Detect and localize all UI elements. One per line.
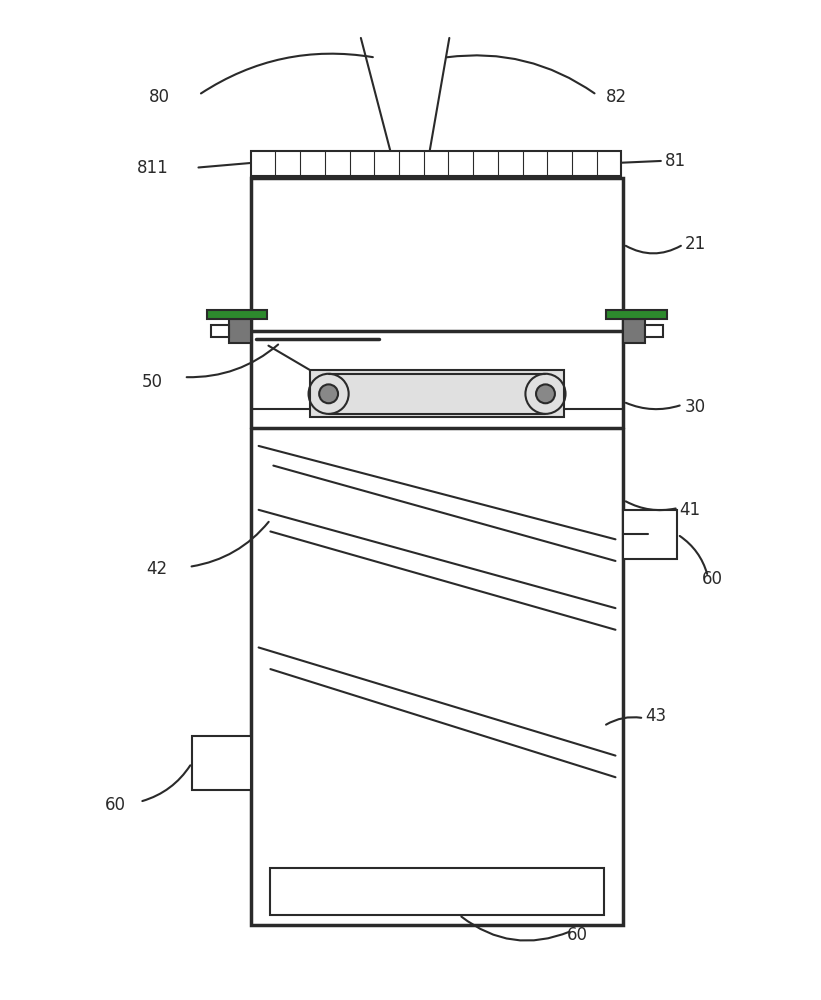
Text: 43: 43 <box>645 707 667 725</box>
Bar <box>212 325 229 337</box>
Text: 81: 81 <box>665 152 686 170</box>
Bar <box>270 868 603 915</box>
Text: 60: 60 <box>702 570 723 588</box>
Circle shape <box>536 384 555 403</box>
Circle shape <box>319 384 338 403</box>
Bar <box>623 510 677 559</box>
Bar <box>250 178 623 925</box>
Text: 50: 50 <box>142 373 163 391</box>
Text: 21: 21 <box>685 235 706 253</box>
Text: 60: 60 <box>104 796 126 814</box>
Bar <box>229 319 250 343</box>
Bar <box>645 325 663 337</box>
Bar <box>250 151 621 176</box>
Bar <box>606 310 667 319</box>
Bar <box>192 736 250 790</box>
Text: 82: 82 <box>606 88 627 106</box>
Bar <box>623 319 645 343</box>
Text: 42: 42 <box>146 560 167 578</box>
Text: 41: 41 <box>680 501 701 519</box>
Text: 811: 811 <box>136 159 168 177</box>
Text: 80: 80 <box>149 88 170 106</box>
Bar <box>207 310 268 319</box>
Text: 30: 30 <box>685 398 706 416</box>
Text: 60: 60 <box>566 926 588 944</box>
Bar <box>310 370 564 417</box>
